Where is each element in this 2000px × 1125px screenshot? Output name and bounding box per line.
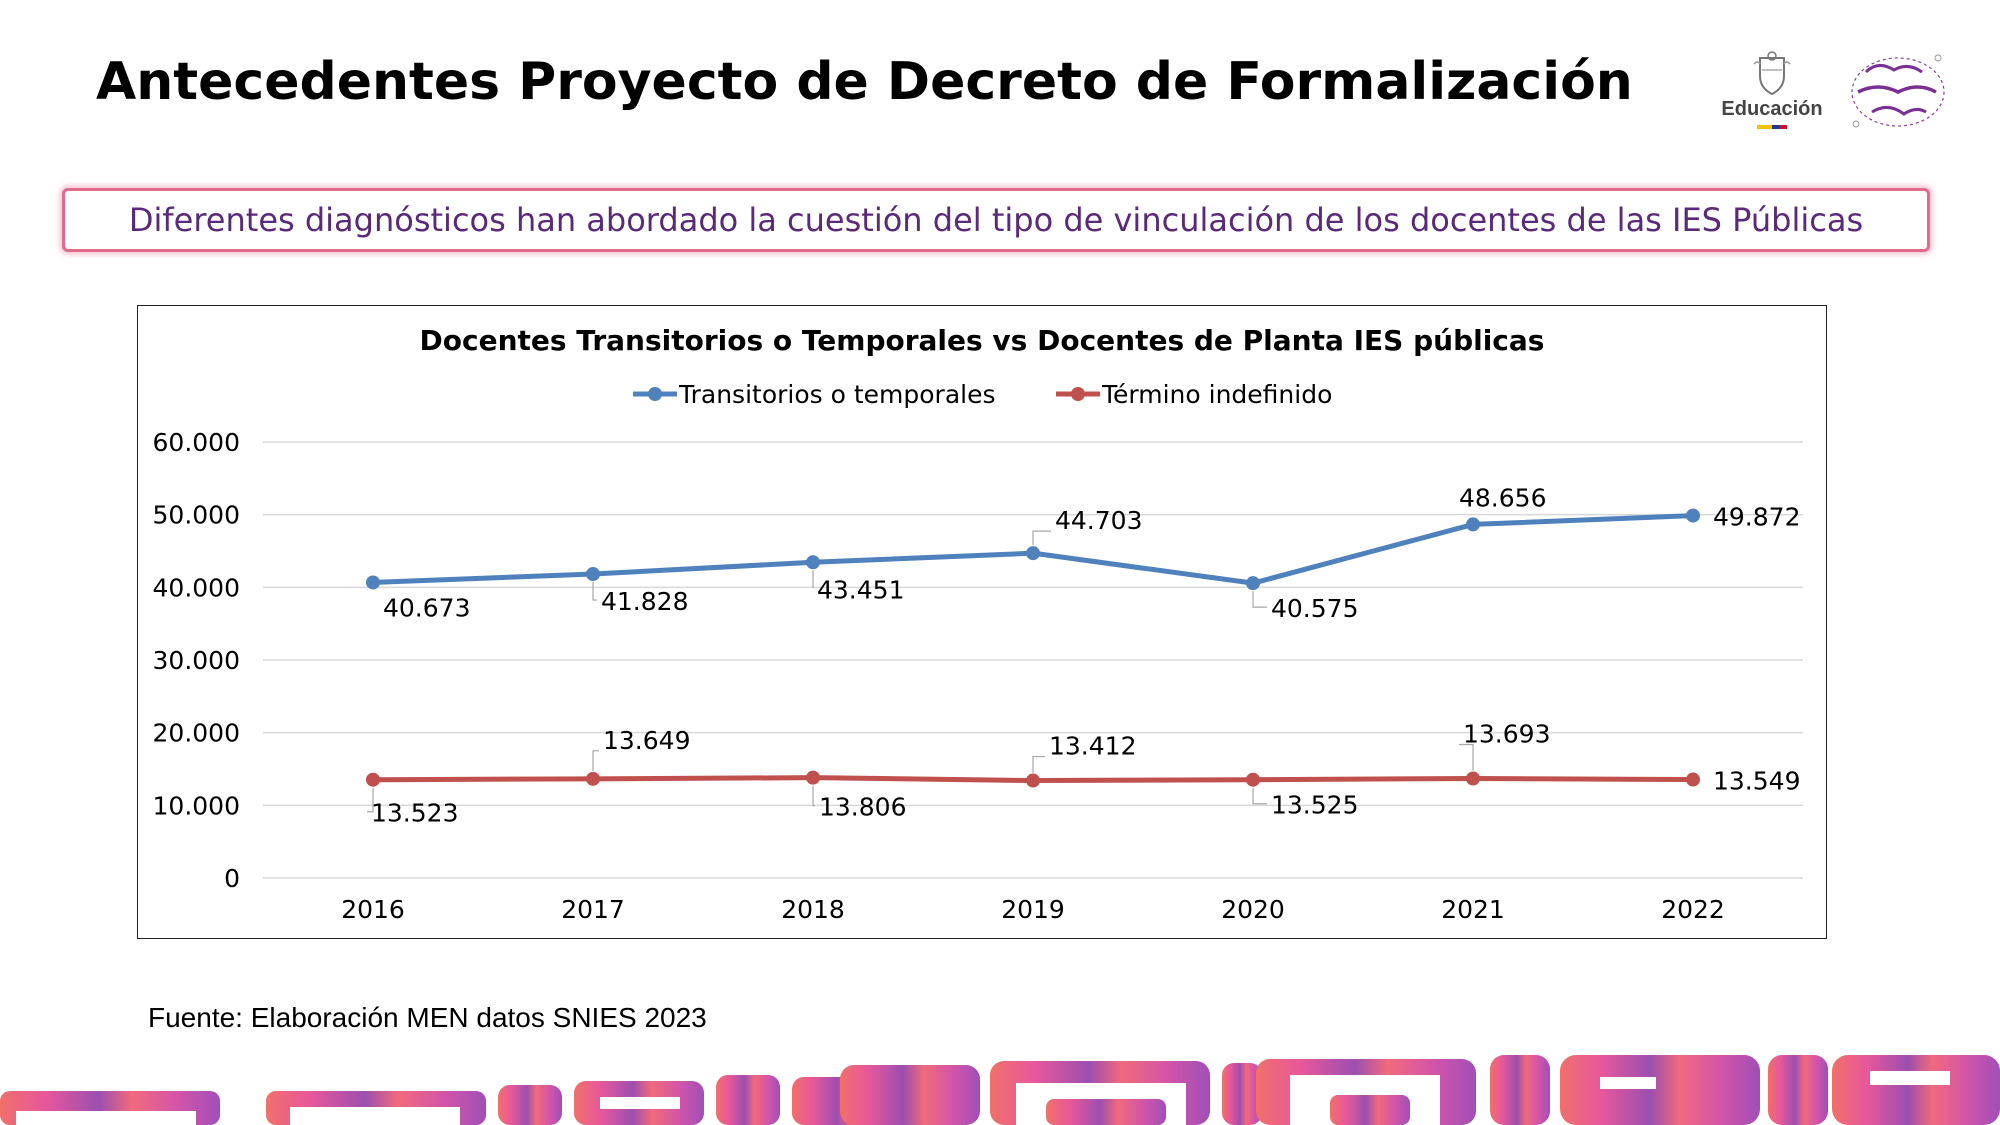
y-tick-label: 40.000 bbox=[153, 573, 240, 602]
y-tick-label: 60.000 bbox=[153, 428, 240, 457]
source-note: Fuente: Elaboración MEN datos SNIES 2023 bbox=[148, 1002, 707, 1033]
label-leader-line bbox=[1459, 743, 1474, 771]
data-point bbox=[1686, 772, 1700, 787]
legend-label-1: Término indefinido bbox=[1101, 380, 1332, 409]
banner-text: Diferentes diagnósticos han abordado la … bbox=[128, 201, 1864, 239]
data-label: 13.806 bbox=[819, 793, 906, 822]
chart-frame: Docentes Transitorios o Temporales vs Do… bbox=[137, 305, 1827, 939]
data-point bbox=[1246, 576, 1260, 591]
y-tick-label: 10.000 bbox=[153, 791, 240, 820]
data-label: 13.649 bbox=[603, 726, 690, 755]
data-label: 13.525 bbox=[1271, 791, 1358, 820]
x-tick-label: 2020 bbox=[1221, 895, 1285, 924]
data-point bbox=[1026, 546, 1040, 561]
x-tick-label: 2017 bbox=[561, 895, 625, 924]
x-tick-label: 2018 bbox=[781, 895, 845, 924]
ministerio-educacion-logo: Educación bbox=[1712, 50, 1832, 140]
flag-stripe bbox=[1757, 125, 1787, 129]
data-point bbox=[366, 575, 380, 590]
coat-of-arms-icon bbox=[1753, 51, 1791, 96]
data-point bbox=[1246, 772, 1260, 787]
y-tick-label: 50.000 bbox=[153, 501, 240, 530]
label-leader-line bbox=[1252, 591, 1267, 608]
label-leader-line bbox=[1032, 530, 1051, 546]
data-label: 40.673 bbox=[383, 593, 470, 622]
data-label: 40.575 bbox=[1271, 594, 1358, 623]
y-tick-label: 30.000 bbox=[153, 646, 240, 675]
data-label: 13.549 bbox=[1713, 767, 1800, 796]
slide-title: Antecedentes Proyecto de Decreto de Form… bbox=[96, 52, 1633, 112]
label-leader-line bbox=[812, 785, 815, 807]
label-leader-line bbox=[1252, 787, 1267, 805]
data-point bbox=[1466, 517, 1480, 532]
data-label: 13.523 bbox=[371, 799, 458, 828]
legend-label-0: Transitorios o temporales bbox=[678, 380, 996, 409]
line-chart: Docentes Transitorios o Temporales vs Do… bbox=[153, 324, 1803, 924]
legend-marker-0 bbox=[648, 387, 662, 401]
label-leader-line bbox=[592, 750, 599, 771]
logos: Educación bbox=[1700, 42, 1960, 142]
data-point bbox=[586, 771, 600, 786]
data-label: 13.412 bbox=[1049, 732, 1136, 761]
data-point bbox=[586, 567, 600, 582]
y-tick-label: 20.000 bbox=[153, 719, 240, 748]
data-label: 41.828 bbox=[601, 587, 688, 616]
decorative-footer-band bbox=[0, 1055, 2000, 1125]
x-tick-label: 2021 bbox=[1441, 895, 1505, 924]
data-point bbox=[1686, 508, 1700, 523]
data-label: 43.451 bbox=[817, 575, 904, 604]
data-point bbox=[1466, 771, 1480, 786]
data-label: 44.703 bbox=[1055, 506, 1142, 535]
y-tick-label: 0 bbox=[224, 864, 240, 893]
chart-title: Docentes Transitorios o Temporales vs Do… bbox=[420, 324, 1545, 357]
data-label: 48.656 bbox=[1459, 483, 1546, 512]
x-tick-label: 2022 bbox=[1661, 895, 1725, 924]
context-banner: Diferentes diagnósticos han abordado la … bbox=[62, 188, 1930, 252]
logo-wordmark: Educación bbox=[1721, 98, 1823, 120]
data-label: 49.872 bbox=[1713, 503, 1800, 532]
data-point bbox=[806, 770, 820, 785]
x-tick-label: 2019 bbox=[1001, 895, 1065, 924]
label-leader-line bbox=[592, 582, 597, 601]
data-point bbox=[366, 772, 380, 787]
data-point bbox=[1026, 773, 1040, 788]
label-leader-line bbox=[1032, 755, 1045, 773]
somos-revolucion-cambio-logo bbox=[1851, 54, 1945, 128]
x-tick-label: 2016 bbox=[341, 895, 405, 924]
data-label: 13.693 bbox=[1463, 719, 1550, 748]
label-leader-line bbox=[367, 787, 374, 813]
data-point bbox=[806, 555, 820, 570]
legend-marker-1 bbox=[1071, 387, 1085, 401]
